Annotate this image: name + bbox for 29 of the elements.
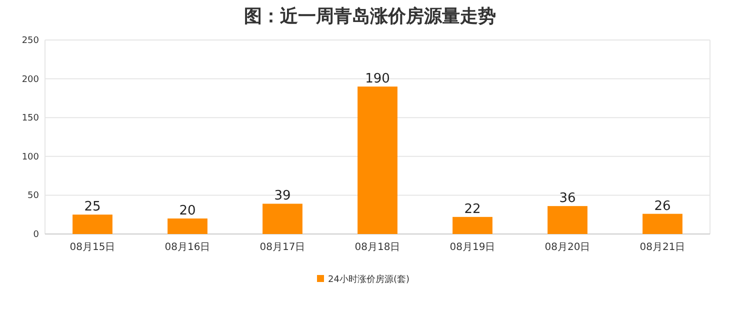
y-tick-label: 150	[22, 114, 40, 124]
x-tick-label: 08月21日	[640, 242, 686, 253]
bar	[642, 214, 682, 234]
data-label: 20	[179, 203, 196, 218]
bar	[548, 206, 588, 234]
x-tick-label: 08月16日	[164, 242, 210, 253]
bar	[72, 214, 112, 234]
data-label: 36	[559, 191, 576, 206]
x-tick-label: 08月18日	[354, 242, 400, 253]
x-tick-label: 08月15日	[70, 242, 116, 253]
data-label: 190	[365, 72, 390, 87]
x-tick-label: 08月19日	[450, 242, 496, 253]
data-label: 39	[274, 188, 291, 204]
bar	[358, 86, 398, 234]
bar	[262, 204, 302, 234]
legend-label: 24小时涨价房源(套)	[328, 274, 410, 285]
y-tick-label: 200	[22, 74, 40, 85]
y-tick-label: 100	[22, 152, 40, 162]
y-tick-label: 50	[28, 191, 40, 202]
y-tick-label: 250	[22, 36, 40, 46]
data-label: 26	[654, 198, 671, 214]
x-tick-label: 08月20日	[544, 242, 590, 253]
chart-title: 图：近一周青岛涨价房源量走势	[244, 6, 496, 27]
data-label: 25	[84, 200, 101, 215]
y-tick-label: 0	[33, 230, 40, 240]
bar	[168, 218, 208, 234]
x-tick-label: 08月17日	[260, 242, 306, 253]
data-label: 22	[464, 202, 481, 217]
bar	[452, 216, 492, 234]
